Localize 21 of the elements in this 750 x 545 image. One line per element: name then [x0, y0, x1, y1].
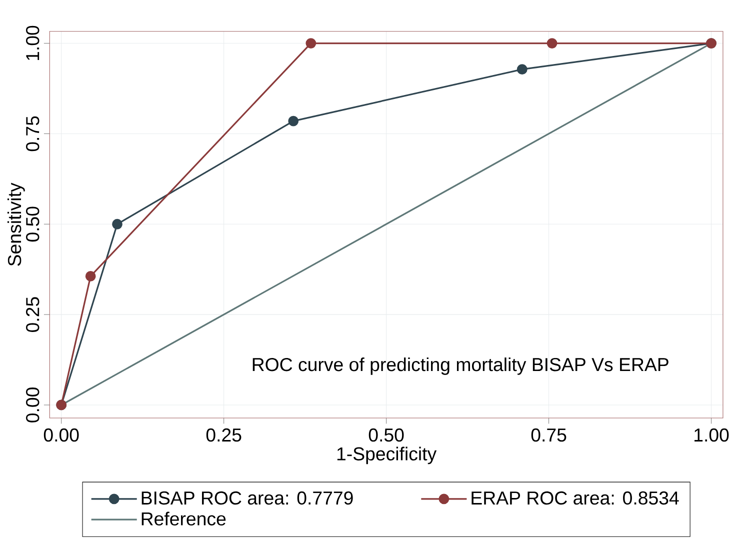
legend-label: BISAP ROC area: 0.7779 — [142, 491, 353, 505]
y-tick-label: 1.00 — [26, 26, 40, 60]
point — [306, 38, 316, 48]
point — [112, 218, 122, 230]
point — [85, 271, 96, 282]
x-tick-label: 0.75 — [531, 428, 566, 442]
point — [288, 116, 299, 126]
y-tick-label: 0.75 — [26, 116, 40, 152]
y-tick-label: 0.50 — [26, 206, 40, 242]
point — [516, 64, 528, 75]
legend-label: Reference — [142, 512, 226, 526]
x-tick-label: 0.00 — [44, 428, 79, 442]
y-axis-title: Sensitivity — [7, 182, 25, 266]
y-tick-label: 0.25 — [26, 297, 40, 332]
point — [546, 38, 558, 48]
annotation: ROC curve of predicting mortality BISAP Vs ERAP — [252, 357, 668, 375]
x-tick-label: 0.50 — [368, 428, 404, 442]
x-tick-label: 0.25 — [206, 428, 242, 442]
x-tick-label: 1.00 — [694, 428, 729, 442]
x-axis-title: 1-Specificity — [337, 446, 437, 464]
legend-label: ERAP ROC area: 0.8534 — [472, 491, 679, 505]
